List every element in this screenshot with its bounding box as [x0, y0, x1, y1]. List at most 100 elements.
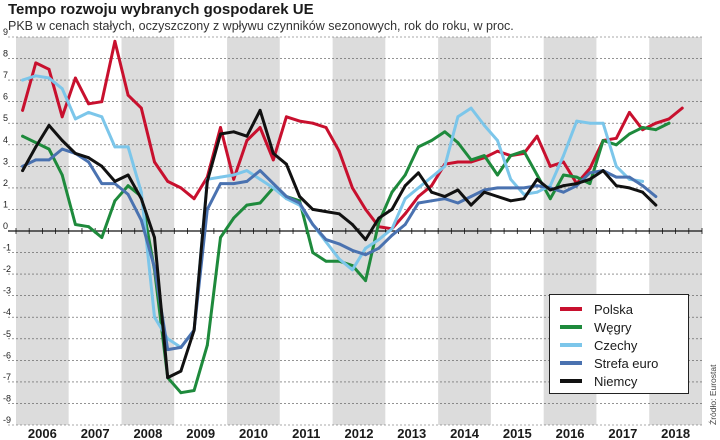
- data-point-strefa-euro: [153, 266, 156, 269]
- data-point-polska: [21, 108, 24, 112]
- data-point-czechy: [601, 121, 605, 125]
- data-point-węgry: [74, 223, 77, 226]
- y-tick-label: -3: [3, 286, 11, 296]
- data-point-czechy: [614, 164, 618, 168]
- series-line-czechy: [21, 74, 645, 349]
- y-tick-label: 9: [3, 27, 8, 37]
- data-point-węgry: [562, 173, 565, 177]
- data-point-węgry: [179, 391, 183, 395]
- data-point-strefa-euro: [588, 171, 592, 175]
- data-point-polska: [298, 119, 301, 123]
- data-point-strefa-euro: [509, 186, 513, 190]
- data-point-węgry: [403, 173, 407, 177]
- data-point-niemcy: [377, 216, 381, 220]
- y-tick-label: 5: [3, 113, 8, 123]
- data-point-czechy: [139, 190, 143, 194]
- data-point-czechy: [390, 227, 394, 231]
- data-point-polska: [179, 186, 183, 190]
- data-point-czechy: [126, 145, 130, 149]
- x-tick-label: 2012: [345, 426, 374, 440]
- data-point-niemcy: [522, 197, 526, 201]
- data-point-niemcy: [469, 203, 473, 207]
- x-tick-label: 2006: [28, 426, 57, 440]
- data-point-niemcy: [232, 130, 236, 134]
- y-tick-label: -9: [3, 415, 11, 425]
- data-point-niemcy: [588, 177, 592, 181]
- data-point-strefa-euro: [443, 197, 447, 201]
- x-tick-label: 2014: [450, 426, 480, 440]
- data-point-niemcy: [245, 134, 249, 138]
- data-point-czechy: [21, 78, 24, 82]
- legend-item-niemcy: Niemcy: [560, 372, 688, 390]
- x-tick-label: 2010: [239, 426, 268, 440]
- data-point-węgry: [601, 139, 605, 142]
- data-point-strefa-euro: [562, 190, 565, 194]
- data-point-węgry: [641, 126, 644, 129]
- y-axis: 9 8 7 6 5 4 3 2 1 0 -1 -2 -3 -4 -5 -6 -7 -8 -9: [3, 27, 11, 425]
- data-point-polska: [548, 164, 552, 168]
- data-point-polska: [166, 180, 170, 183]
- data-point-czechy: [641, 180, 644, 183]
- data-point-węgry: [522, 149, 526, 153]
- data-point-czechy: [337, 257, 341, 261]
- y-tick-label: -5: [3, 329, 11, 339]
- data-point-strefa-euro: [205, 208, 209, 211]
- data-point-niemcy: [482, 190, 486, 194]
- data-point-węgry: [192, 389, 196, 392]
- data-point-niemcy: [126, 173, 130, 177]
- data-point-strefa-euro: [469, 195, 473, 198]
- data-point-węgry: [126, 184, 130, 188]
- data-point-polska: [311, 121, 315, 125]
- data-point-niemcy: [548, 188, 552, 192]
- data-point-polska: [34, 61, 38, 65]
- data-point-strefa-euro: [496, 186, 499, 190]
- data-point-polska: [364, 208, 367, 211]
- data-point-niemcy: [139, 197, 143, 201]
- data-point-strefa-euro: [232, 182, 236, 186]
- data-point-niemcy: [324, 210, 328, 214]
- data-point-polska: [654, 121, 658, 125]
- data-point-czechy: [113, 145, 117, 149]
- data-point-niemcy: [496, 195, 499, 198]
- data-point-strefa-euro: [324, 238, 328, 242]
- x-tick-label: 2013: [397, 426, 426, 440]
- data-point-polska: [60, 115, 64, 119]
- data-point-węgry: [324, 259, 328, 263]
- data-point-strefa-euro: [139, 218, 143, 222]
- data-point-niemcy: [219, 132, 222, 136]
- data-point-niemcy: [192, 328, 196, 332]
- data-point-strefa-euro: [126, 193, 130, 196]
- data-point-polska: [219, 126, 222, 129]
- y-tick-label: 1: [3, 199, 8, 209]
- legend-swatch: [560, 343, 582, 347]
- data-point-niemcy: [337, 212, 341, 216]
- data-point-polska: [628, 111, 631, 114]
- data-point-polska: [113, 39, 117, 43]
- y-tick-label: 7: [3, 70, 8, 80]
- data-point-strefa-euro: [456, 201, 460, 205]
- data-point-czechy: [34, 74, 38, 78]
- data-point-węgry: [113, 199, 117, 203]
- data-point-niemcy: [87, 156, 90, 160]
- data-point-węgry: [430, 139, 433, 142]
- data-point-niemcy: [166, 376, 170, 379]
- data-point-niemcy: [60, 139, 64, 142]
- legend-swatch: [560, 361, 582, 365]
- data-point-węgry: [443, 130, 447, 134]
- data-point-strefa-euro: [535, 184, 539, 188]
- data-point-strefa-euro: [403, 223, 407, 226]
- data-point-węgry: [482, 154, 486, 158]
- data-point-węgry: [390, 190, 394, 194]
- x-tick-label: 2016: [556, 426, 585, 440]
- data-point-węgry: [245, 203, 249, 207]
- data-point-strefa-euro: [614, 175, 618, 179]
- data-point-węgry: [548, 197, 552, 201]
- data-point-czechy: [509, 177, 513, 181]
- y-tick-label: 0: [3, 221, 8, 231]
- series-lines: [21, 39, 684, 395]
- legend-label: Niemcy: [594, 373, 638, 389]
- data-point-polska: [285, 115, 288, 119]
- data-point-polska: [588, 167, 592, 170]
- data-point-węgry: [614, 143, 618, 147]
- data-point-niemcy: [113, 180, 117, 183]
